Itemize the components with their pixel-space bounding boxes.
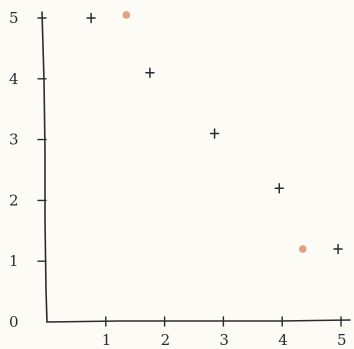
data-points: [86, 11, 343, 255]
data-point-dot: [298, 245, 307, 253]
y-tick-label: 2: [9, 191, 19, 209]
data-point-plus: [274, 182, 285, 194]
data-point-plus: [145, 67, 155, 78]
y-axis: [41, 11, 48, 323]
x-axis-ticks: 1 2 3 4 5: [102, 316, 347, 349]
x-tick-label: 3: [219, 331, 229, 349]
x-tick-label: 2: [161, 331, 171, 349]
y-tick-label: 4: [9, 70, 19, 88]
y-tick-label: 1: [9, 252, 19, 270]
y-axis-ticks: 0 1 2 3 4 5: [9, 9, 47, 331]
y-tick-label: 0: [9, 313, 19, 331]
data-point-plus: [86, 12, 96, 24]
x-tick-label: 5: [337, 331, 347, 349]
data-point-dot: [122, 11, 131, 19]
x-tick-label: 1: [102, 331, 112, 349]
data-point-plus: [209, 128, 220, 139]
y-tick-label: 5: [9, 9, 19, 27]
x-axis: [46, 319, 351, 323]
y-tick-label: 3: [9, 131, 19, 149]
data-point-plus: [333, 243, 343, 255]
x-tick-label: 4: [278, 331, 288, 349]
